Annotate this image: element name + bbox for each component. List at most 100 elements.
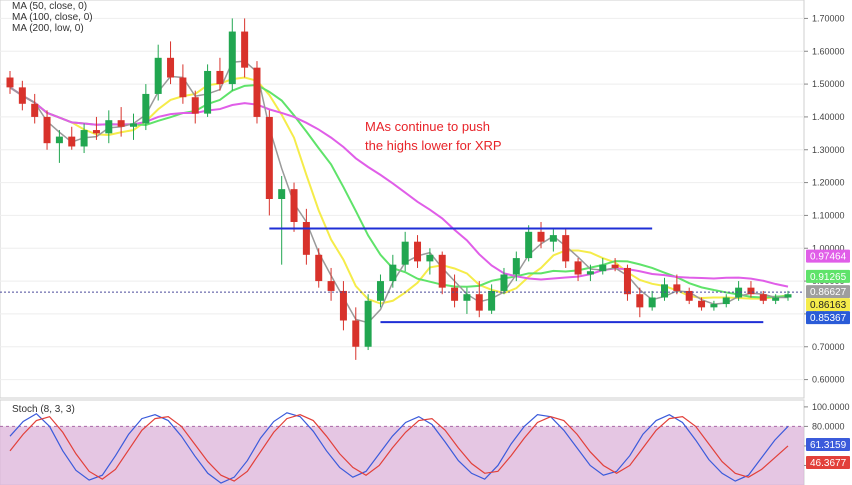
price-tick-label: 1.70000	[812, 13, 845, 23]
stoch-tick-label: 80.0000	[812, 421, 845, 431]
candle-body	[253, 67, 261, 117]
candle-body	[673, 284, 681, 291]
candle-body	[549, 235, 557, 242]
legend-ma200: MA (200, low, 0)	[12, 23, 84, 34]
candle-body	[562, 235, 570, 262]
candle-body	[611, 264, 619, 268]
candle-body	[228, 31, 236, 85]
candle-body	[6, 77, 14, 88]
candlestick-series	[6, 18, 792, 360]
candle-body	[216, 70, 224, 85]
candle-body	[525, 231, 533, 259]
price-tick-label: 1.10000	[812, 210, 845, 220]
price-panel-border	[0, 0, 805, 399]
candle-body	[142, 93, 150, 124]
annotation-line-1: MAs continue to push	[365, 119, 490, 134]
candle-body	[784, 294, 792, 298]
candle-body	[302, 221, 310, 255]
candle-body	[129, 123, 137, 127]
candle-body	[438, 254, 446, 288]
price-badge-label: 0.86163	[810, 300, 847, 311]
candle-body	[55, 136, 63, 144]
candle-body	[204, 70, 212, 114]
candle-body	[500, 274, 508, 291]
candle-body	[426, 254, 434, 262]
price-tick-label: 1.40000	[812, 112, 845, 122]
stoch-overbought-oversold-band	[0, 426, 804, 485]
candle-body	[339, 290, 347, 321]
price-badge	[806, 285, 850, 299]
stoch-d-badge: 46.3677	[806, 456, 850, 469]
price-tick-label: 0.60000	[812, 375, 845, 385]
stoch-label: Stoch (8, 3, 3)	[12, 404, 75, 415]
candle-body	[241, 31, 249, 68]
candle-body	[352, 320, 360, 347]
candle-body	[191, 97, 199, 114]
stoch-series-0	[9, 412, 789, 484]
candle-body	[105, 120, 113, 134]
candle-body	[167, 57, 175, 78]
stoch-d-value: 46.3677	[810, 458, 847, 469]
candle-body	[623, 267, 631, 295]
candle-body	[154, 57, 162, 94]
candle-body	[685, 290, 693, 301]
moving-average-lines	[9, 60, 789, 324]
candle-body	[92, 130, 100, 134]
ma-line-2	[9, 86, 789, 288]
candle-body	[698, 300, 706, 308]
candle-body	[43, 116, 51, 144]
candle-body	[586, 271, 594, 275]
price-tick-label: 1.60000	[812, 46, 845, 56]
stoch-tick-label: 100.0000	[812, 402, 850, 412]
candle-body	[636, 294, 644, 308]
annotation: MAs continue to push the highs lower for…	[365, 119, 502, 153]
annotation-line-2: the highs lower for XRP	[365, 138, 502, 153]
candle-body	[179, 77, 187, 98]
candle-body	[376, 281, 384, 301]
price-badges: 0.97464 0.91265 0.86627 0.86163 0.85367	[806, 249, 850, 325]
candle-body	[68, 136, 76, 147]
candle-body	[451, 287, 459, 301]
candle-body	[735, 287, 743, 298]
candle-body	[648, 297, 656, 308]
price-badge	[806, 249, 850, 263]
candle-body	[512, 258, 520, 275]
candle-body	[18, 87, 26, 104]
stoch-k-value: 61.3159	[810, 440, 847, 451]
candle-body	[759, 294, 767, 301]
price-badge-label: 0.91265	[810, 272, 847, 283]
price-badge	[806, 298, 850, 312]
candle-body	[722, 297, 730, 305]
price-panel: 1.70000 1.60000 1.50000 1.40000 1.30000 1.200…	[0, 0, 850, 399]
price-badge	[806, 311, 850, 325]
price-grid	[0, 17, 804, 381]
candle-body	[80, 130, 88, 147]
price-tick-label: 1.20000	[812, 178, 845, 188]
candle-body	[488, 290, 496, 311]
candle-body	[31, 103, 39, 117]
price-badge-label: 0.97464	[810, 252, 847, 263]
candle-body	[278, 189, 286, 199]
candle-body	[414, 241, 422, 262]
candle-body	[772, 297, 780, 301]
price-tick-label: 0.70000	[812, 342, 845, 352]
candle-body	[747, 287, 755, 295]
candle-body	[265, 116, 273, 199]
stoch-lines	[9, 412, 789, 484]
candle-body	[389, 264, 397, 282]
indicator-legend: MA (50, close, 0) MA (100, close, 0) MA …	[12, 1, 93, 34]
candle-body	[599, 264, 607, 272]
price-badge-label: 0.86627	[810, 287, 847, 298]
legend-ma50: MA (50, close, 0)	[12, 1, 87, 12]
price-tick-label: 1.50000	[812, 79, 845, 89]
candle-body	[661, 284, 669, 298]
candle-body	[327, 281, 335, 291]
stoch-series-1	[9, 414, 789, 482]
price-badge-label: 0.85367	[810, 313, 847, 324]
candle-body	[290, 189, 298, 222]
candle-body	[463, 294, 471, 301]
ma-line-short	[9, 60, 788, 324]
candle-body	[475, 294, 483, 311]
